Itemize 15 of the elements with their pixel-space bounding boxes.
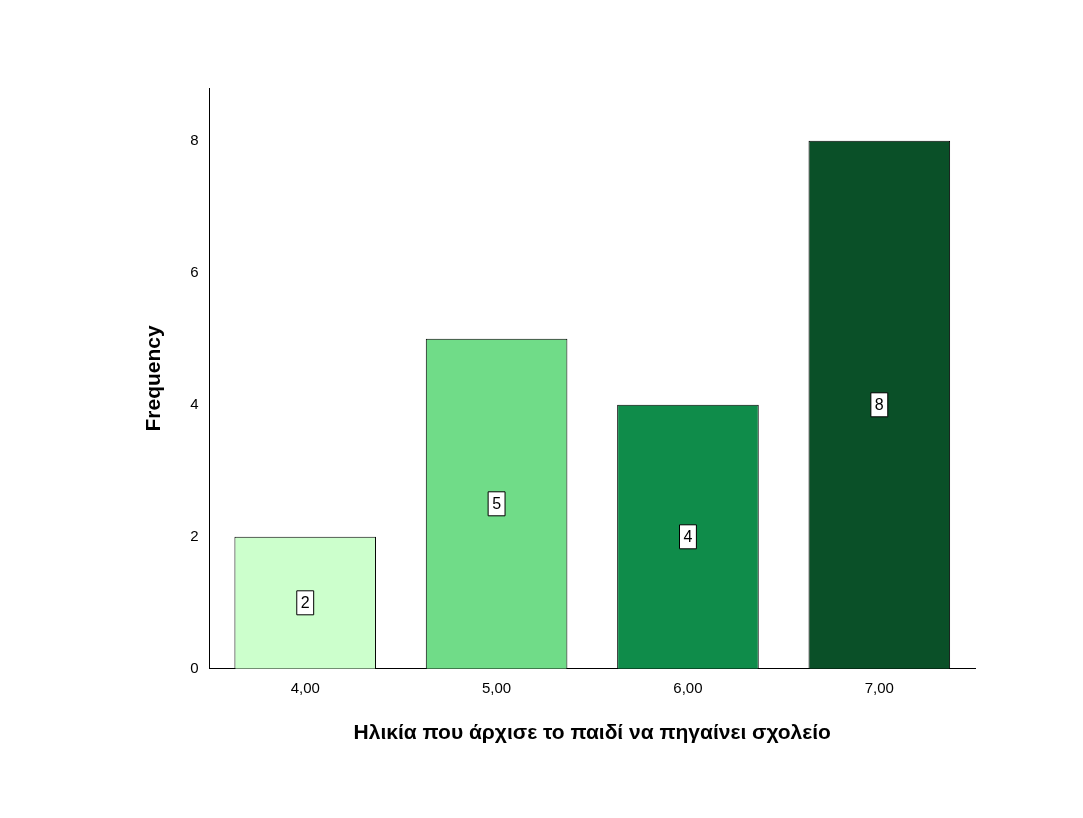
x-tick-label: 5,00 <box>481 678 512 696</box>
x-axis-title: Ηλικία που άρχισε το παιδί να πηγαίνει σχολείο <box>353 720 831 744</box>
y-tick-label: 2 <box>190 526 199 544</box>
y-tick-label: 6 <box>190 262 199 280</box>
data-label: 5 <box>492 495 502 513</box>
y-tick-label: 0 <box>190 658 199 676</box>
data-label: 8 <box>874 396 884 414</box>
y-tick-label: 8 <box>190 130 199 148</box>
x-tick-label: 4,00 <box>290 678 320 696</box>
y-tick-label: 4 <box>190 394 199 412</box>
data-label: 2 <box>300 594 310 612</box>
x-tick-label: 7,00 <box>864 678 894 696</box>
y-axis-title: Frequency <box>141 324 165 432</box>
data-label: 4 <box>683 528 693 546</box>
x-tick-label: 6,00 <box>673 678 703 696</box>
